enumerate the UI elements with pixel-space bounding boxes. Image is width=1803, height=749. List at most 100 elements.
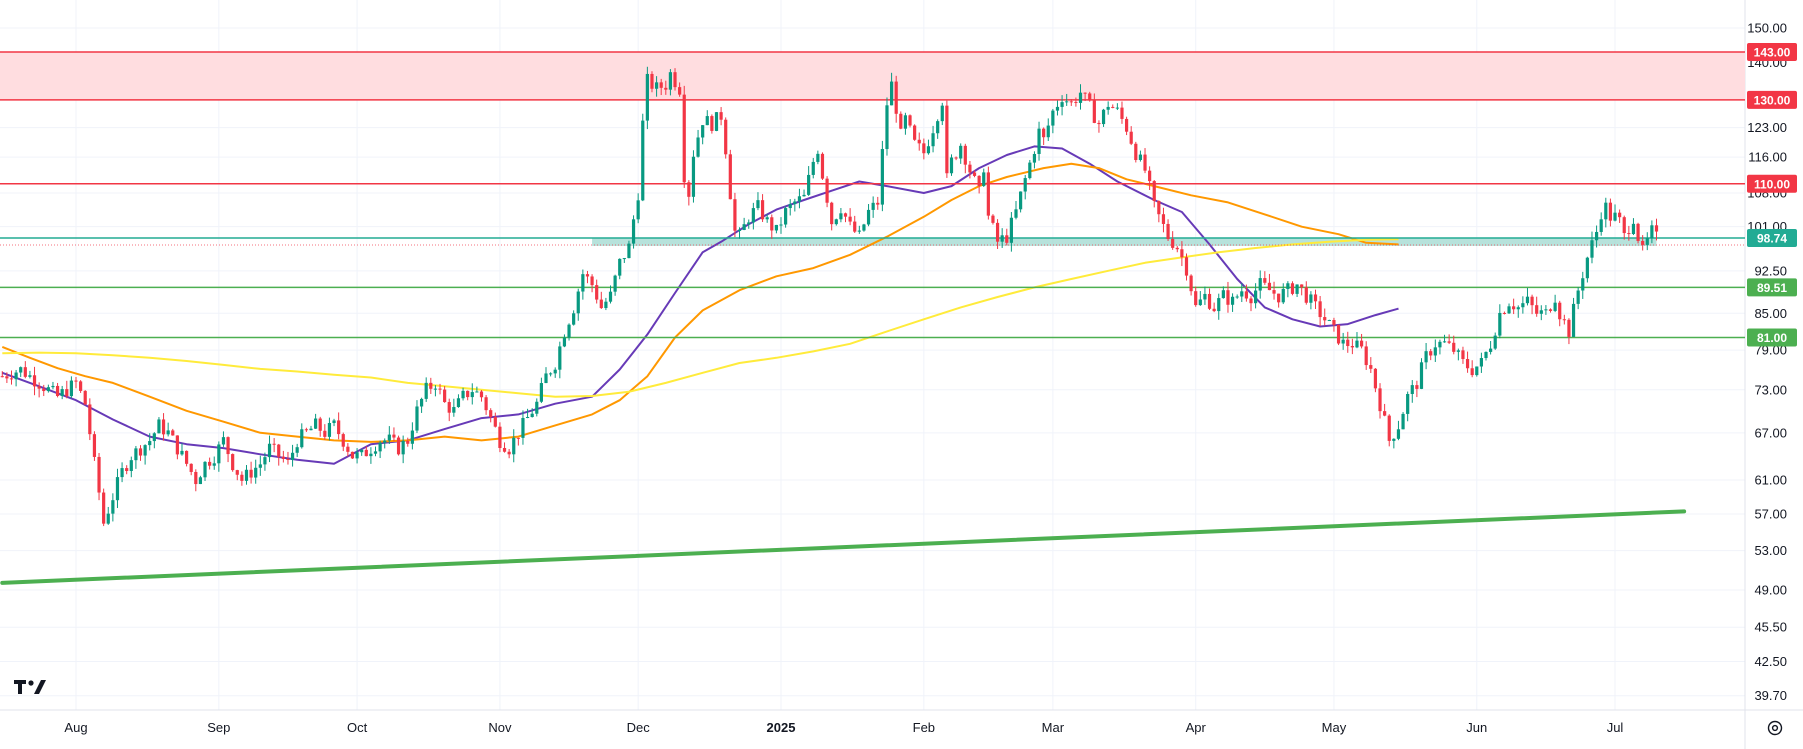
candle-body bbox=[751, 208, 755, 223]
candle-body bbox=[23, 367, 27, 377]
candle-body bbox=[1498, 312, 1502, 336]
y-tick-label: 42.50 bbox=[1754, 654, 1787, 669]
candle-body bbox=[1489, 348, 1493, 352]
y-axis: 150.00140.00130.00123.00116.00108.00101.… bbox=[1747, 21, 1787, 704]
candle-body bbox=[1590, 240, 1594, 258]
candle-body bbox=[419, 398, 424, 407]
candle-body bbox=[111, 500, 115, 514]
candle-body bbox=[936, 121, 940, 134]
price-badge-label: 98.74 bbox=[1757, 232, 1787, 246]
candle-body bbox=[493, 417, 497, 427]
candle-body bbox=[1442, 341, 1447, 343]
candle-body bbox=[286, 458, 290, 460]
candle-body bbox=[1562, 319, 1566, 321]
candle-body bbox=[484, 397, 488, 411]
candle-body bbox=[272, 443, 276, 445]
candle-body bbox=[507, 451, 511, 455]
y-tick-label: 49.00 bbox=[1754, 583, 1787, 598]
candle-body bbox=[1281, 288, 1285, 303]
candle-body bbox=[949, 157, 954, 174]
candle-body bbox=[97, 456, 101, 493]
candle-body bbox=[74, 380, 78, 382]
candle-body bbox=[641, 120, 645, 201]
candle-body bbox=[705, 116, 709, 126]
candle-body bbox=[1567, 319, 1571, 337]
candle-body bbox=[995, 222, 1000, 242]
candle-body bbox=[1240, 291, 1244, 297]
candle-body bbox=[360, 449, 364, 453]
candle-body bbox=[429, 382, 433, 389]
candle-body bbox=[1217, 298, 1221, 312]
candle-body bbox=[267, 443, 272, 458]
resistance-zone-fill bbox=[0, 52, 1745, 100]
candle-body bbox=[1608, 202, 1613, 221]
y-tick-label: 45.50 bbox=[1754, 620, 1787, 635]
candle-body bbox=[1258, 278, 1262, 291]
candle-body bbox=[1641, 240, 1645, 245]
candle-body bbox=[102, 492, 106, 524]
candle-body bbox=[1175, 247, 1179, 250]
candle-body bbox=[1594, 231, 1599, 241]
candle-body bbox=[55, 385, 60, 396]
candle-body bbox=[682, 94, 686, 183]
candle-body bbox=[1254, 290, 1258, 304]
candle-body bbox=[1101, 109, 1106, 125]
candle-body bbox=[945, 105, 949, 174]
candle-body bbox=[14, 372, 18, 380]
candle-body bbox=[1369, 365, 1373, 369]
candle-body bbox=[1654, 225, 1659, 232]
candle-body bbox=[1235, 296, 1239, 298]
candle-body bbox=[733, 199, 737, 231]
logo-bar-stem bbox=[18, 684, 22, 694]
candle-body bbox=[737, 229, 742, 231]
candle-body bbox=[959, 145, 963, 159]
x-tick-label: 2025 bbox=[767, 720, 796, 735]
horizontal-levels bbox=[0, 51, 1745, 339]
candle-body bbox=[1157, 200, 1161, 215]
candle-body bbox=[521, 417, 525, 438]
candle-body bbox=[1456, 350, 1460, 352]
candle-body bbox=[581, 274, 585, 292]
price-badge bbox=[1747, 174, 1797, 193]
candle-body bbox=[134, 448, 138, 461]
candle-body bbox=[392, 434, 396, 438]
candle-body bbox=[1277, 293, 1281, 303]
candle-body bbox=[475, 391, 479, 393]
candle-body bbox=[848, 216, 852, 222]
candle-body bbox=[0, 376, 4, 378]
candle-body bbox=[1046, 125, 1050, 138]
candle-body bbox=[668, 72, 673, 90]
candle-body bbox=[784, 208, 788, 225]
candle-body bbox=[1576, 290, 1580, 304]
candle-body bbox=[954, 157, 958, 159]
settings-icon[interactable] bbox=[1767, 720, 1783, 736]
price-badge bbox=[1747, 229, 1797, 248]
candle-body bbox=[797, 196, 802, 202]
candle-body bbox=[972, 172, 977, 176]
candle-body bbox=[1060, 102, 1064, 107]
candle-body bbox=[1083, 92, 1087, 94]
candle-body bbox=[1014, 209, 1018, 218]
candle-body bbox=[1406, 393, 1410, 414]
candle-body bbox=[595, 285, 599, 300]
candle-body bbox=[1028, 162, 1032, 179]
candle-body bbox=[1470, 368, 1474, 376]
candle-body bbox=[1304, 287, 1308, 303]
candle-body bbox=[157, 419, 161, 434]
x-tick-label: Jun bbox=[1466, 720, 1487, 735]
candle-body bbox=[415, 406, 419, 431]
candle-body bbox=[1300, 284, 1304, 288]
candle-body bbox=[42, 388, 46, 392]
candle-body bbox=[636, 200, 640, 220]
candle-body bbox=[198, 477, 203, 485]
candle-body bbox=[175, 435, 179, 455]
candle-body bbox=[341, 434, 345, 447]
candle-body bbox=[1627, 233, 1631, 235]
candle-body bbox=[1479, 358, 1483, 367]
candle-body bbox=[1410, 385, 1414, 394]
candle-body bbox=[1032, 153, 1037, 163]
candle-body bbox=[866, 209, 871, 225]
candle-body bbox=[1313, 294, 1318, 302]
candle-body bbox=[880, 149, 884, 205]
